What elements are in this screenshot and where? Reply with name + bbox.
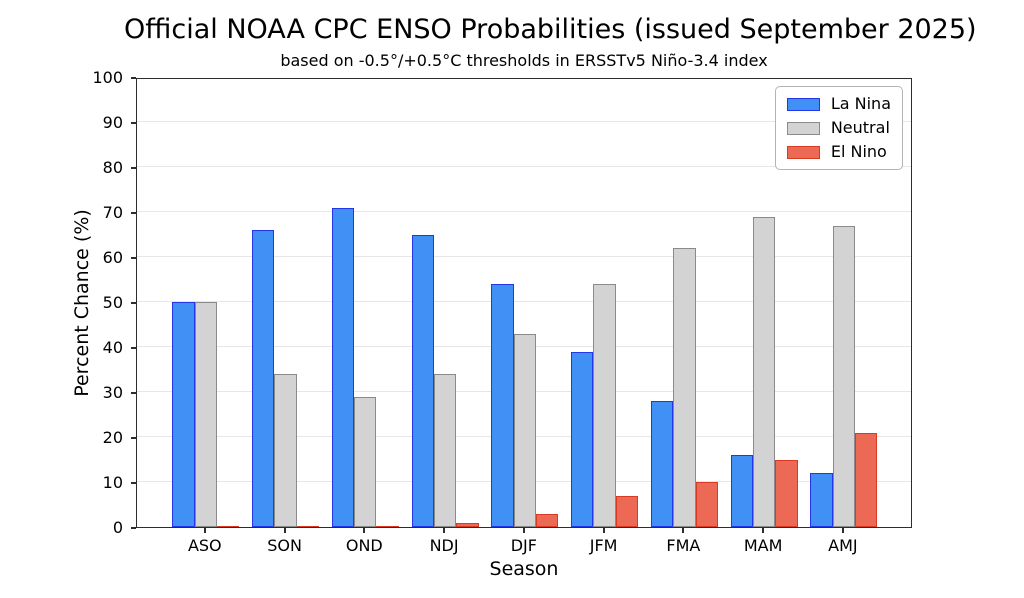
y-tick-label-20: 20 — [102, 428, 123, 447]
x-tick-mark-ond — [363, 528, 366, 533]
x-tick-label-jfm: JFM — [589, 536, 618, 555]
y-tick-label-40: 40 — [102, 338, 123, 357]
bar-la-nina-ndj — [411, 234, 434, 527]
y-tick-label-10: 10 — [102, 473, 123, 492]
bar-el-nino-son — [296, 525, 319, 527]
x-tick-label-amj: AMJ — [828, 536, 858, 555]
bar-el-nino-jfm — [615, 495, 639, 527]
x-axis-label: Season — [489, 558, 559, 580]
bar-neutral-djf — [513, 333, 536, 527]
bar-neutral-fma — [673, 248, 696, 527]
bar-la-nina-son — [252, 230, 275, 527]
x-tick-mark-son — [283, 528, 286, 533]
y-tick-mark-100 — [131, 77, 136, 79]
x-tick-mark-amj — [841, 528, 844, 533]
x-tick-label-mam: MAM — [743, 536, 783, 555]
y-tick-mark-30 — [131, 392, 136, 394]
x-tick-label-ond: OND — [345, 536, 383, 555]
y-tick-mark-70 — [131, 212, 136, 214]
x-tick-label-son: SON — [267, 536, 302, 555]
x-tick-mark-jfm — [602, 528, 605, 533]
bar-la-nina-mam — [730, 455, 753, 527]
bar-el-nino-fma — [695, 482, 718, 527]
legend-label-la-nina: La Nina — [830, 94, 891, 113]
y-tick-label-30: 30 — [102, 383, 123, 402]
plot-area: La Nina Neutral El Nino — [136, 78, 912, 528]
y-tick-label-70: 70 — [102, 203, 123, 222]
legend-item-el-nino: El Nino — [786, 142, 891, 161]
x-tick-label-djf: DJF — [510, 536, 537, 555]
bar-la-nina-jfm — [571, 351, 594, 527]
y-tick-mark-20 — [131, 437, 136, 439]
legend: La Nina Neutral El Nino — [774, 86, 903, 170]
y-tick-label-50: 50 — [102, 293, 123, 312]
gridline-60 — [137, 256, 911, 257]
y-tick-mark-40 — [131, 347, 136, 349]
bar-neutral-amj — [832, 225, 856, 527]
bar-la-nina-aso — [172, 302, 195, 527]
x-tick-mark-aso — [203, 528, 206, 533]
bar-el-nino-mam — [775, 459, 798, 527]
x-tick-mark-ndj — [443, 528, 446, 533]
bar-el-nino-ndj — [456, 522, 479, 527]
chart-title: Official NOAA CPC ENSO Probabilities (is… — [124, 14, 977, 45]
bar-la-nina-ond — [331, 207, 355, 527]
gridline-50 — [137, 301, 911, 302]
legend-swatch-el-nino — [786, 145, 820, 159]
y-tick-label-0: 0 — [112, 518, 123, 537]
y-tick-mark-90 — [131, 122, 136, 124]
legend-swatch-neutral — [786, 121, 820, 135]
legend-item-neutral: Neutral — [786, 118, 891, 137]
bar-neutral-aso — [194, 302, 217, 527]
y-tick-mark-60 — [131, 257, 136, 259]
legend-label-neutral: Neutral — [830, 118, 890, 137]
bar-el-nino-ond — [376, 525, 399, 527]
bar-el-nino-amj — [855, 432, 878, 527]
chart-subtitle: based on -0.5°/+0.5°C thresholds in ERSS… — [280, 51, 768, 70]
y-tick-mark-0 — [131, 527, 136, 529]
y-tick-label-90: 90 — [102, 113, 123, 132]
x-tick-label-aso: ASO — [187, 536, 222, 555]
bar-neutral-jfm — [593, 284, 616, 527]
gridline-90 — [137, 121, 911, 122]
bar-la-nina-fma — [650, 401, 674, 527]
bar-el-nino-aso — [216, 525, 240, 527]
y-tick-mark-10 — [131, 482, 136, 484]
bar-la-nina-amj — [810, 473, 833, 527]
x-tick-mark-mam — [762, 528, 765, 533]
x-tick-label-fma: FMA — [666, 536, 701, 555]
bar-el-nino-djf — [535, 513, 559, 527]
y-tick-mark-80 — [131, 167, 136, 169]
bar-neutral-son — [274, 374, 297, 527]
gridline-80 — [137, 166, 911, 167]
bar-la-nina-djf — [491, 284, 514, 527]
legend-swatch-la-nina — [786, 97, 820, 111]
bar-neutral-ond — [354, 396, 377, 527]
bar-neutral-ndj — [433, 374, 457, 527]
gridline-70 — [137, 211, 911, 212]
legend-item-la-nina: La Nina — [786, 94, 891, 113]
y-tick-label-100: 100 — [92, 68, 123, 87]
x-tick-label-ndj: NDJ — [429, 536, 459, 555]
bar-neutral-mam — [752, 216, 776, 527]
y-tick-label-60: 60 — [102, 248, 123, 267]
y-tick-label-80: 80 — [102, 158, 123, 177]
x-tick-mark-djf — [522, 528, 525, 533]
y-tick-mark-50 — [131, 302, 136, 304]
legend-label-el-nino: El Nino — [830, 142, 887, 161]
x-tick-mark-fma — [682, 528, 685, 533]
